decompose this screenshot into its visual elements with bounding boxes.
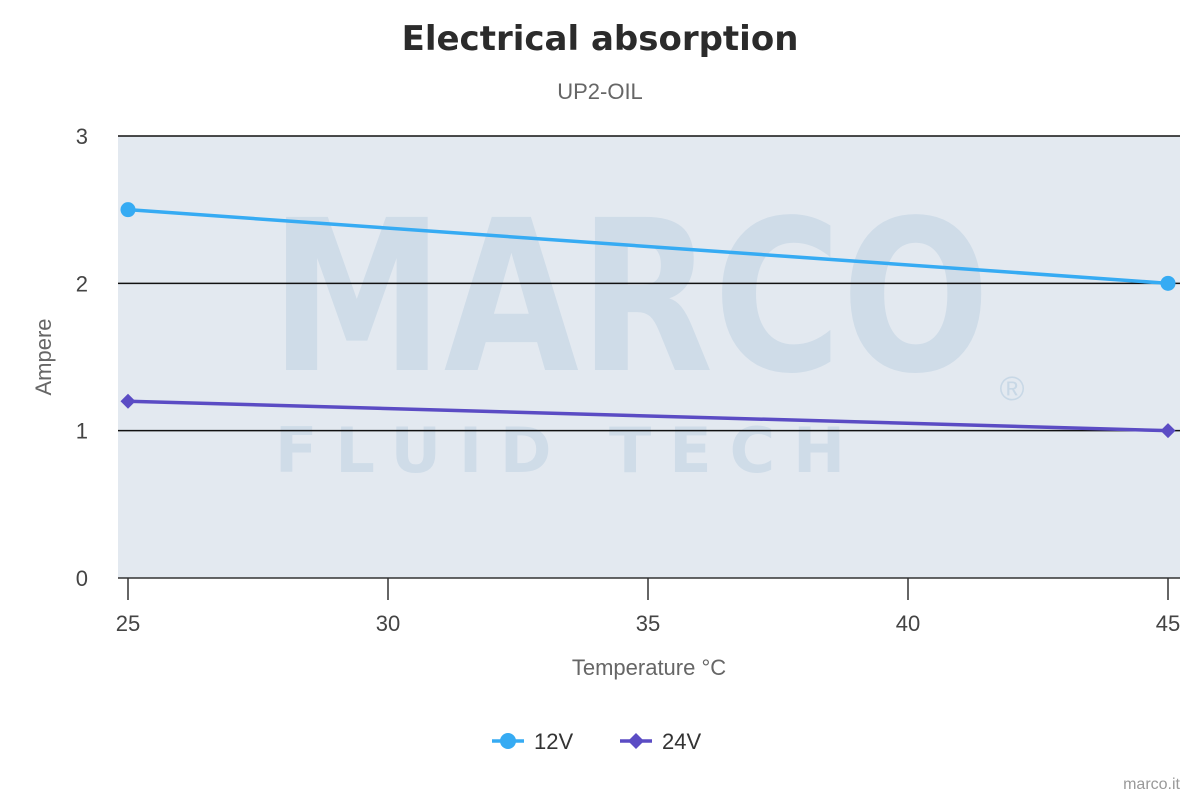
x-tick-label: 35: [636, 611, 660, 636]
x-tick-label: 40: [896, 611, 920, 636]
x-tick-label: 30: [376, 611, 400, 636]
plot-area: [118, 136, 1180, 578]
legend-marker: [628, 733, 644, 749]
y-tick-label: 0: [76, 566, 88, 591]
data-point-12v[interactable]: [120, 202, 136, 218]
legend: 12V 24V: [492, 729, 701, 754]
chart-title: Electrical absorption: [402, 19, 799, 59]
y-tick-label: 1: [76, 419, 88, 444]
y-tick-label: 3: [76, 124, 88, 149]
chart-subtitle: UP2-OIL: [557, 79, 643, 104]
x-tick-label: 45: [1156, 611, 1180, 636]
data-point-12v[interactable]: [1160, 275, 1176, 291]
series-24v: [120, 393, 1176, 439]
x-axis-title: Temperature °C: [572, 655, 726, 680]
marco-watermark-logo: MARCO FLUID TECH ®: [270, 175, 1025, 487]
series-line-24v: [127, 399, 1169, 433]
legend-marker: [500, 733, 516, 749]
x-tick-label: 25: [116, 611, 140, 636]
series-12v: [120, 202, 1176, 291]
watermark-brand: MARCO: [270, 175, 990, 420]
legend-item-12v[interactable]: 12V: [492, 729, 573, 754]
y-tick-label: 2: [76, 271, 88, 296]
series-layer: [120, 202, 1176, 439]
data-point-24v[interactable]: [1160, 423, 1176, 439]
y-axis-title: Ampere: [31, 318, 56, 395]
x-axis: 25 30 35 40 45: [116, 577, 1180, 636]
data-point-24v[interactable]: [120, 393, 136, 409]
legend-item-24v[interactable]: 24V: [620, 729, 701, 754]
gridlines: [118, 135, 1180, 432]
legend-label: 12V: [534, 729, 573, 754]
watermark-registered: ®: [999, 370, 1024, 408]
credits-link[interactable]: marco.it: [1123, 776, 1180, 793]
legend-label: 24V: [662, 729, 701, 754]
y-axis: 0 1 2 3: [76, 124, 88, 591]
series-line-12v: [127, 207, 1169, 286]
